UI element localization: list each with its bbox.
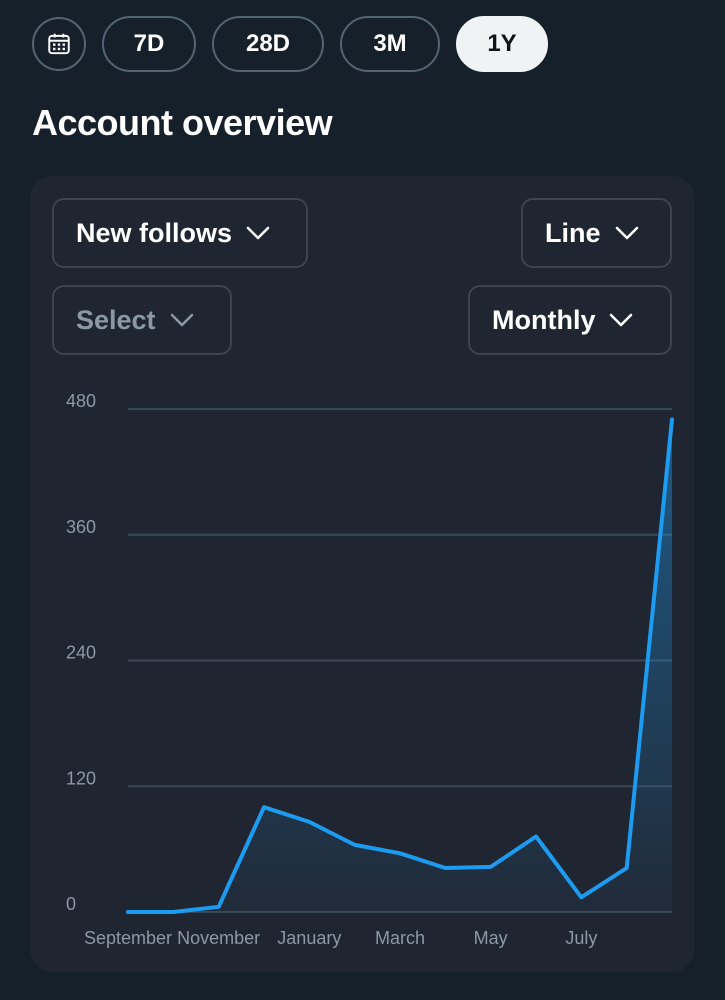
x-tick-label: January — [277, 928, 341, 948]
interval-dropdown-label: Monthly — [492, 304, 596, 335]
follows-line-chart: 0 120 240 360 480 September November January Ma… — [66, 391, 674, 948]
y-tick-label: 120 — [66, 768, 96, 788]
compare-dropdown-placeholder: Select — [76, 304, 156, 335]
chart-type-dropdown[interactable]: Line — [521, 198, 672, 268]
y-tick-label: 0 — [66, 894, 76, 914]
y-tick-label: 240 — [66, 643, 96, 663]
x-tick-label: September — [84, 928, 172, 948]
page-title: Account overview — [32, 102, 333, 143]
x-tick-label: May — [474, 928, 508, 948]
chevron-down-icon — [170, 313, 193, 327]
x-tick-label: March — [375, 928, 425, 948]
metric-dropdown-label: New follows — [76, 217, 233, 248]
interval-dropdown[interactable]: Monthly — [468, 285, 672, 355]
series-area — [128, 419, 672, 912]
compare-dropdown[interactable]: Select — [52, 285, 232, 355]
range-28d-button[interactable]: 28D — [212, 16, 324, 72]
chart-card: New follows Line Select Monthly 0 120 240 3… — [30, 176, 694, 972]
chevron-down-icon — [615, 226, 638, 240]
calendar-icon — [48, 33, 70, 55]
chevron-down-icon — [246, 226, 270, 240]
x-tick-label: November — [177, 928, 260, 948]
range-7d-button[interactable]: 7D — [102, 16, 196, 72]
chart-type-dropdown-label: Line — [545, 217, 601, 248]
date-range-bar: 7D 28D 3M 1Y — [32, 16, 548, 72]
chevron-down-icon — [610, 313, 633, 327]
y-tick-label: 360 — [66, 517, 96, 537]
series-line — [126, 417, 674, 914]
range-3m-button[interactable]: 3M — [340, 16, 440, 72]
calendar-button[interactable] — [32, 17, 86, 71]
y-tick-label: 480 — [66, 391, 96, 411]
metric-dropdown[interactable]: New follows — [52, 198, 308, 268]
range-1y-button[interactable]: 1Y — [456, 16, 548, 72]
x-tick-label: July — [565, 928, 597, 948]
